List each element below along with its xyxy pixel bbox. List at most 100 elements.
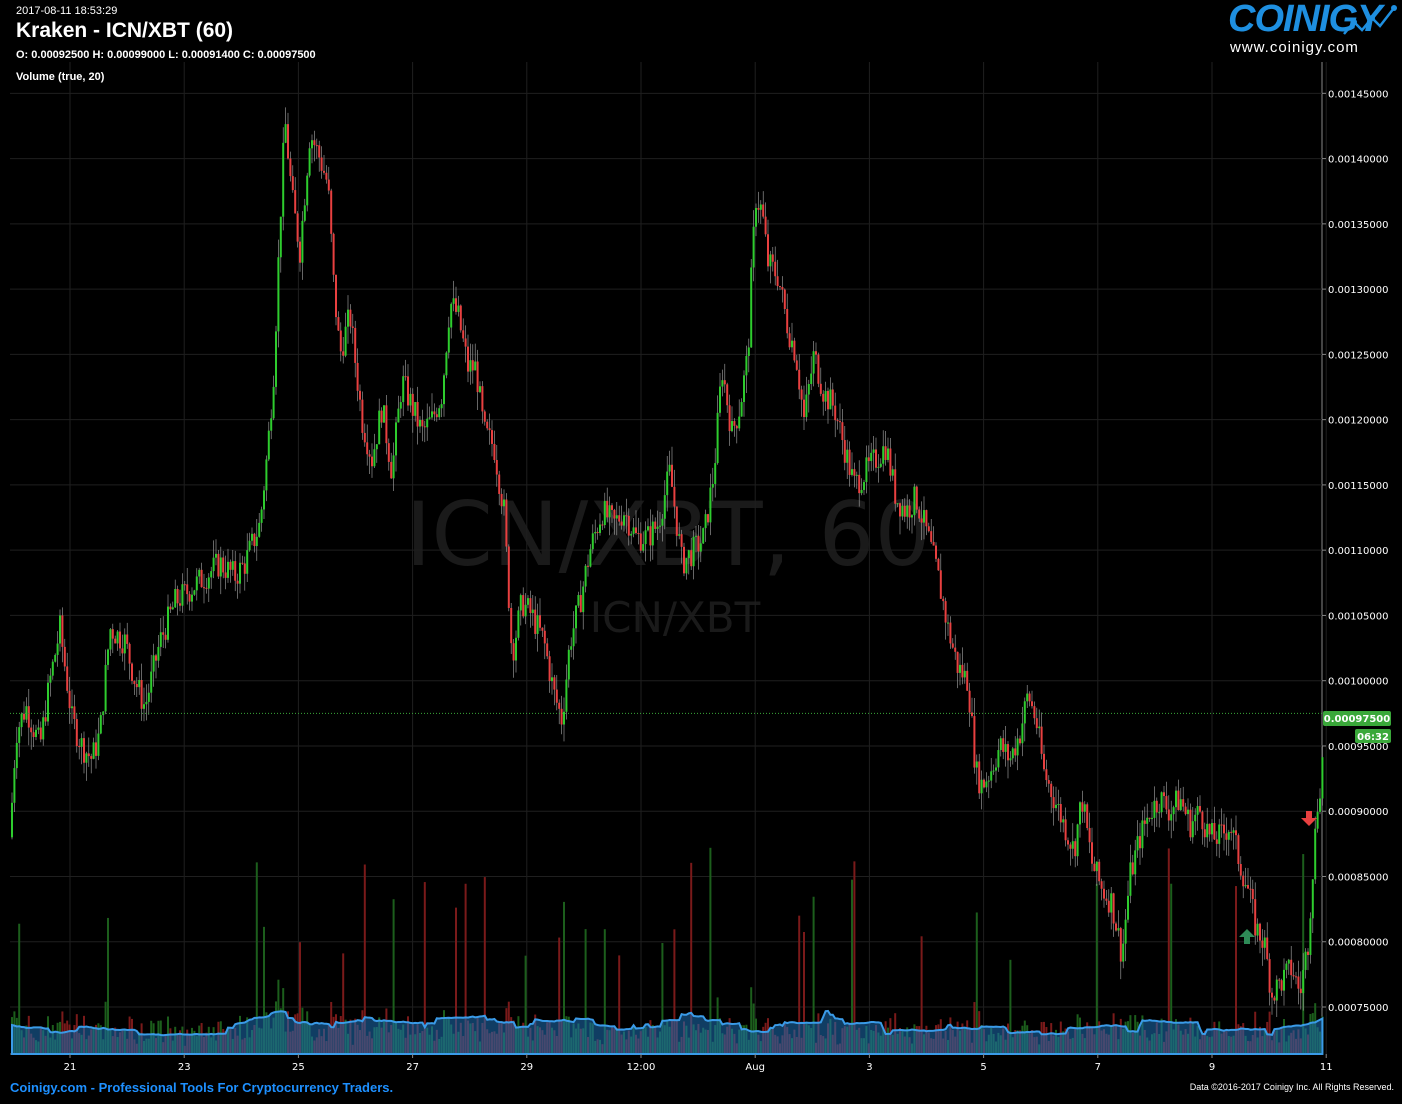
y-tick-label: 0.00135000 [1328, 220, 1388, 231]
candle-body [279, 216, 282, 258]
candle-body [1247, 885, 1249, 889]
volume-bar [363, 864, 366, 1054]
candle-body [411, 393, 414, 416]
candle-body [747, 347, 750, 356]
volume-bar [618, 955, 621, 1054]
candle-body [731, 421, 733, 432]
candle-body [738, 416, 741, 429]
volume-indicator-label[interactable]: Volume (true, 20) [16, 71, 105, 83]
candle-body [1249, 888, 1252, 890]
candle-body [1321, 757, 1324, 799]
candle-body [241, 562, 244, 564]
candle-body [841, 422, 844, 441]
candle-body [18, 727, 21, 743]
coinigy-logo[interactable]: COINIGY www.coinigy.com [1222, 0, 1400, 60]
candle-body [519, 595, 522, 611]
candle-body [663, 495, 666, 519]
candle-body [368, 454, 371, 457]
timestamp: 2017-08-11 18:53:29 [16, 5, 118, 17]
candle-body [1031, 701, 1033, 707]
x-tick-label: 9 [1209, 1062, 1215, 1073]
candle-body [503, 499, 505, 507]
candle-body [90, 756, 93, 759]
candle-body [289, 158, 292, 177]
y-tick-label: 0.00125000 [1328, 350, 1388, 361]
candle-body [771, 254, 774, 262]
candle-body [831, 389, 834, 406]
candle-body [555, 689, 558, 703]
candle-body [1297, 976, 1300, 989]
candle-body [39, 727, 42, 740]
candle-body [1115, 923, 1117, 931]
candle-body [1069, 844, 1072, 849]
candle-body [987, 780, 990, 782]
candle-body [978, 761, 981, 794]
candle-body [1155, 800, 1158, 813]
candle-body [438, 408, 441, 418]
candle-body [589, 549, 592, 567]
candle-body [399, 402, 402, 409]
candle-body [30, 727, 33, 733]
watermark-pair: ICN/XBT, 60 [405, 483, 930, 586]
candle-body [351, 326, 354, 328]
candle-body [975, 761, 978, 768]
candle-body [776, 276, 779, 287]
candle-body [1211, 823, 1213, 835]
candle-body [661, 518, 664, 526]
candle-body [572, 628, 575, 647]
price-axis[interactable]: 0.00075000 0.00080000 0.00085000 0.00090000… [1322, 89, 1388, 1014]
candle-body [723, 380, 726, 385]
candle-body [1047, 780, 1050, 784]
candle-body [543, 630, 546, 644]
candle-body [224, 572, 227, 578]
candle-body [231, 561, 234, 570]
footer-tagline[interactable]: Coinigy.com - Professional Tools For Cry… [10, 1080, 394, 1095]
candle-body [1038, 726, 1041, 729]
volume-bar [603, 929, 606, 1054]
candle-body [764, 216, 767, 235]
candle-body [942, 598, 945, 602]
candle-body [608, 505, 611, 518]
candle-body [855, 474, 858, 476]
candle-body [927, 526, 930, 532]
candle-body [407, 376, 409, 406]
candle-body [320, 157, 323, 171]
volume-ma-area [11, 1009, 1324, 1055]
candle-body [73, 706, 76, 720]
candle-body [205, 587, 208, 589]
candle-body [385, 405, 388, 444]
candle-body [428, 417, 431, 419]
candle-body [683, 546, 685, 574]
candle-body [527, 598, 529, 605]
candle-body [47, 682, 49, 722]
candle-body [812, 351, 815, 374]
volume-bar [661, 943, 664, 1054]
candle-body [522, 595, 525, 617]
volume-bar [423, 882, 426, 1054]
candle-body [1081, 802, 1084, 812]
candle-body [551, 677, 553, 682]
candle-body [479, 386, 481, 393]
candle-body [570, 646, 573, 650]
candle-body [267, 430, 270, 460]
candle-body [258, 522, 261, 537]
candle-body [373, 449, 376, 467]
candle-body [303, 205, 306, 221]
candle-body [200, 569, 203, 588]
candle-body [452, 298, 455, 304]
candle-body [330, 190, 333, 234]
candle-body [659, 525, 661, 527]
candle-body [620, 521, 623, 526]
candle-body [167, 606, 169, 640]
candle-body [896, 503, 899, 505]
time-axis[interactable]: 21 23 25 27 29 12:00 Aug 3 5 7 9 11 [64, 1054, 1333, 1073]
candle-body [798, 369, 801, 390]
candle-body [138, 679, 141, 688]
volume-bar [1167, 848, 1170, 1054]
candle-body [323, 170, 325, 173]
candle-body [416, 402, 419, 427]
candle-body [176, 589, 179, 604]
candle-body [409, 393, 412, 406]
x-tick-label: 5 [980, 1062, 986, 1073]
